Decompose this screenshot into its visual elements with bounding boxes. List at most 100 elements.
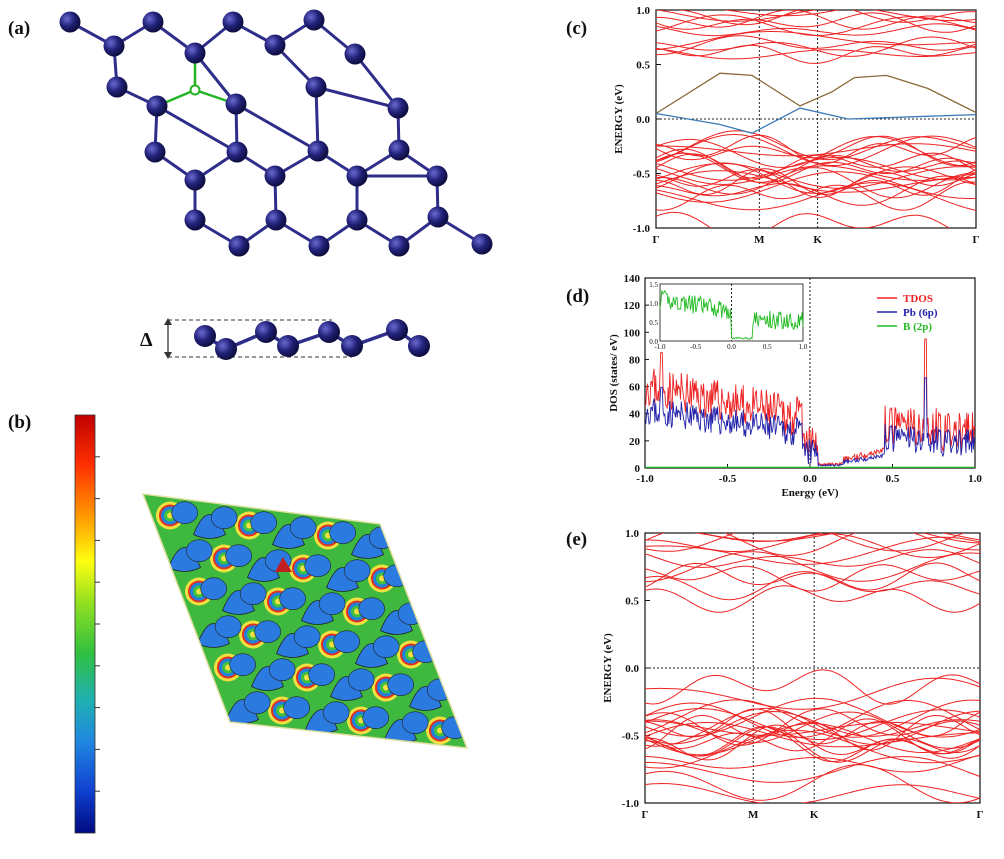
kpoint-label: Γ (977, 809, 984, 821)
density-map (143, 494, 467, 748)
band-line (645, 699, 980, 738)
pb-atom (144, 141, 166, 163)
y-axis-label: DOS (states/ eV) (608, 334, 620, 412)
side-atom (408, 335, 430, 357)
pb-atom (222, 11, 244, 33)
y-tick-label: 0 (635, 463, 641, 475)
pb-atom (308, 235, 330, 257)
y-tick-label: 100 (624, 327, 641, 339)
side-atom (318, 321, 340, 343)
pb-atom (344, 43, 366, 65)
panel-label-e: (e) (566, 529, 588, 550)
legend-label: B (2p) (903, 321, 932, 333)
band-line (656, 36, 976, 57)
x-tick-label: -1.0 (636, 473, 654, 485)
band-line (656, 171, 976, 203)
impurity-spot (275, 557, 292, 572)
band-line (645, 710, 980, 745)
band-line (645, 562, 980, 591)
side-atom (255, 321, 277, 343)
band-line (645, 754, 980, 773)
density-blob (293, 625, 321, 649)
density-blob (243, 691, 271, 715)
pb-atom (59, 11, 81, 33)
band-line (645, 571, 980, 601)
band-line (656, 169, 976, 198)
y-tick-label: 1.0 (625, 528, 639, 540)
band-line (645, 764, 980, 803)
density-blob (268, 658, 296, 682)
lattice-structure-figure: Δ (59, 9, 493, 360)
inset-y-tick-label: 1.0 (649, 300, 658, 308)
band-line (645, 756, 980, 783)
band-line (645, 699, 980, 738)
x-tick-label: 0.0 (803, 473, 817, 485)
band-line (645, 677, 980, 710)
pb-atom (184, 169, 206, 191)
density-blob (200, 577, 227, 601)
density-blob (358, 597, 385, 621)
density-blob (322, 701, 350, 725)
pb-atom (303, 9, 325, 31)
band-line (656, 148, 976, 179)
band-line (656, 10, 976, 26)
y-tick-label: -1.0 (633, 223, 651, 235)
inset-x-tick-label: -1.0 (654, 343, 666, 351)
pb-atom (146, 95, 168, 117)
density-blob (329, 521, 356, 545)
density-blob (387, 673, 414, 697)
density-blob (239, 582, 267, 606)
band-line (645, 723, 980, 756)
y-tick-label: 140 (624, 273, 641, 285)
delta-symbol: Δ (140, 329, 153, 351)
band-line (645, 533, 966, 552)
pb-atom (307, 140, 329, 162)
density-blob (250, 511, 277, 535)
band-line (656, 136, 976, 168)
inset-x-tick-label: -0.5 (690, 343, 702, 351)
bond-line (156, 104, 238, 154)
bands (656, 10, 976, 228)
legend-label: Pb (6p) (903, 307, 938, 319)
y-tick-label: -1.0 (622, 798, 640, 810)
density-blob (229, 653, 256, 677)
density-blob (304, 554, 331, 578)
y-tick-label: 1.0 (636, 5, 650, 17)
pb-atom (184, 42, 206, 64)
density-blob (343, 559, 371, 583)
band-line (656, 170, 976, 193)
band-line (656, 10, 976, 22)
side-view: Δ (140, 318, 430, 360)
band-line (645, 708, 980, 740)
inset-b-2p-curve (659, 289, 804, 340)
y-tick-label: 40 (629, 409, 641, 421)
pb-atom (387, 97, 409, 119)
side-atom (215, 338, 237, 360)
band-line (656, 31, 976, 51)
band-line (645, 722, 980, 748)
kpoint-label: K (810, 809, 819, 821)
band-line (645, 708, 980, 745)
side-atom (277, 335, 299, 357)
density-blob (401, 711, 429, 735)
pb-atom (225, 93, 247, 115)
band-line (645, 669, 980, 705)
y-axis-label: ENERGY (eV) (602, 633, 614, 703)
colorbar-ticks (95, 456, 100, 792)
panel-label-a: (a) (8, 18, 31, 39)
band-line (645, 707, 980, 747)
density-blob (283, 696, 310, 720)
kpoint-label: Γ (653, 234, 660, 246)
band-line (645, 718, 980, 755)
pb-atom (471, 233, 493, 255)
kpoint-label: Γ (973, 234, 980, 246)
y-tick-label: 0.0 (625, 663, 639, 675)
side-atom (194, 325, 216, 347)
band-line (656, 175, 976, 206)
density-blob (185, 539, 213, 563)
band-line (696, 533, 980, 544)
bands (645, 533, 980, 803)
band-line (656, 156, 976, 181)
